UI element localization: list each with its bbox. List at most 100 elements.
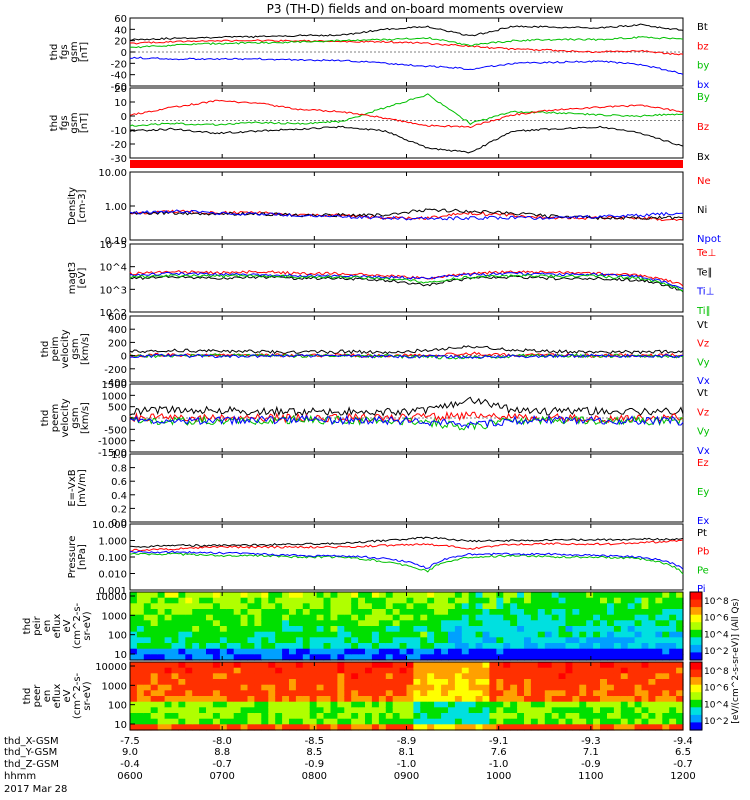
spectrogram-cell bbox=[330, 654, 338, 661]
spectrogram-cell bbox=[600, 592, 608, 599]
spectrogram-cell bbox=[406, 592, 414, 599]
panel-peim_velocity-y-tick-label: 400 bbox=[108, 325, 127, 336]
spectrogram-cell bbox=[130, 673, 138, 680]
spectrogram-cell bbox=[330, 603, 338, 610]
spectrogram-cell bbox=[282, 631, 290, 638]
spectrogram-cell bbox=[406, 679, 414, 686]
spectrogram-cell bbox=[586, 614, 594, 621]
spectrogram-cell bbox=[130, 626, 138, 633]
spectrogram-cell bbox=[316, 626, 325, 633]
spectrogram-cell bbox=[572, 626, 580, 633]
spectrogram-cell bbox=[192, 626, 200, 633]
spectrogram-cell bbox=[385, 667, 394, 674]
spectrogram-cell bbox=[634, 718, 643, 725]
spectrogram-cell bbox=[648, 718, 656, 725]
spectrogram-cell bbox=[330, 648, 338, 655]
spectrogram-cell bbox=[572, 696, 580, 703]
spectrogram-cell bbox=[371, 592, 380, 599]
spectrogram-cell bbox=[282, 592, 290, 599]
spectrogram-cell bbox=[468, 718, 477, 725]
spectrogram-cell bbox=[676, 597, 684, 604]
ephemeris-z-gsm-value: -0.9 bbox=[581, 759, 601, 770]
spectrogram-cell bbox=[275, 626, 283, 633]
spectrogram-cell bbox=[607, 673, 615, 680]
spectrogram-cell bbox=[627, 643, 636, 650]
colorbar-segment bbox=[690, 607, 702, 612]
spectrogram-cell bbox=[524, 620, 532, 627]
panel-fgs_sm-ylabel: gsm bbox=[69, 112, 80, 133]
spectrogram-cell bbox=[385, 631, 394, 638]
spectrogram-cell bbox=[392, 614, 401, 621]
spectrogram-cell bbox=[164, 609, 173, 616]
spectrogram-cell bbox=[468, 637, 477, 644]
spectrogram-cell bbox=[648, 713, 656, 720]
spectrogram-cell bbox=[448, 620, 456, 627]
spectrogram-cell bbox=[420, 597, 428, 604]
spectrogram-cell bbox=[503, 631, 511, 638]
spectrogram-cell bbox=[199, 637, 207, 644]
spectrogram-cell bbox=[185, 724, 193, 731]
spectrogram-cell bbox=[537, 713, 546, 720]
spectrogram-cell bbox=[289, 667, 297, 674]
spectrogram-cell bbox=[579, 614, 587, 621]
spectrogram-cell bbox=[344, 673, 352, 680]
spectrogram-cell bbox=[268, 724, 276, 731]
legend-fgs_gsm: by bbox=[697, 61, 709, 72]
spectrogram-cell bbox=[130, 724, 138, 731]
spectrogram-cell bbox=[247, 690, 255, 697]
spectrogram-cell bbox=[385, 690, 394, 697]
spectrogram-cell bbox=[143, 684, 152, 691]
spectrogram-cell bbox=[178, 603, 186, 610]
spectrogram-cell bbox=[392, 684, 401, 691]
series-pressure-Pt bbox=[129, 536, 684, 548]
spectrogram-cell bbox=[302, 620, 311, 627]
ephemeris-x-gsm-value: -9.4 bbox=[673, 736, 693, 747]
spectrogram-cell bbox=[510, 696, 518, 703]
spectrogram-cell bbox=[289, 679, 297, 686]
spectrogram-cell bbox=[378, 648, 387, 655]
spectrogram-cell bbox=[586, 592, 594, 599]
spectrogram-cell bbox=[579, 696, 587, 703]
spectrogram-cell bbox=[434, 679, 442, 686]
panel-efield-ylabel: [mV/m] bbox=[77, 469, 88, 507]
spectrogram-cell bbox=[302, 654, 311, 661]
time-tick-label: 0700 bbox=[209, 771, 234, 782]
spectrogram-cell bbox=[461, 667, 470, 674]
spectrogram-cell bbox=[634, 673, 643, 680]
spectrogram-cell bbox=[365, 631, 373, 638]
spectrogram-cell bbox=[289, 718, 297, 725]
spectrogram-cell bbox=[371, 620, 380, 627]
spectrogram-cell bbox=[510, 643, 518, 650]
spectrogram-cell bbox=[143, 597, 152, 604]
spectrogram-cell bbox=[579, 597, 587, 604]
spectrogram-cell bbox=[351, 609, 359, 616]
spectrogram-cell bbox=[461, 654, 470, 661]
spectrogram-cell bbox=[669, 654, 677, 661]
spectrogram-cell bbox=[572, 609, 580, 616]
spectrogram-cell bbox=[378, 679, 387, 686]
spectrogram-cell bbox=[143, 626, 152, 633]
spectrogram-cell bbox=[247, 713, 255, 720]
spectrogram-cell bbox=[662, 718, 670, 725]
spectrogram-cell bbox=[275, 603, 283, 610]
spectrogram-cell bbox=[206, 648, 214, 655]
spectrogram-cell bbox=[593, 684, 601, 691]
spectrogram-cell bbox=[448, 614, 456, 621]
spectrogram-cell bbox=[371, 637, 380, 644]
spectrogram-cell bbox=[544, 620, 553, 627]
colorbar-segment bbox=[690, 684, 702, 690]
spectrogram-cell bbox=[551, 707, 560, 714]
spectrogram-cell bbox=[316, 713, 325, 720]
spectrogram-cell bbox=[641, 718, 649, 725]
spectrogram-cell bbox=[254, 626, 262, 633]
spectrogram-cell bbox=[143, 592, 152, 599]
spectrogram-cell bbox=[302, 701, 311, 708]
spectrogram-cell bbox=[233, 609, 242, 616]
spectrogram-cell bbox=[406, 597, 414, 604]
spectrogram-cell bbox=[247, 631, 255, 638]
spectrogram-cell bbox=[282, 707, 290, 714]
spectrogram-cell bbox=[330, 684, 338, 691]
spectrogram-cell bbox=[524, 603, 532, 610]
spectrogram-cell bbox=[420, 679, 428, 686]
spectrogram-cell bbox=[171, 662, 179, 669]
